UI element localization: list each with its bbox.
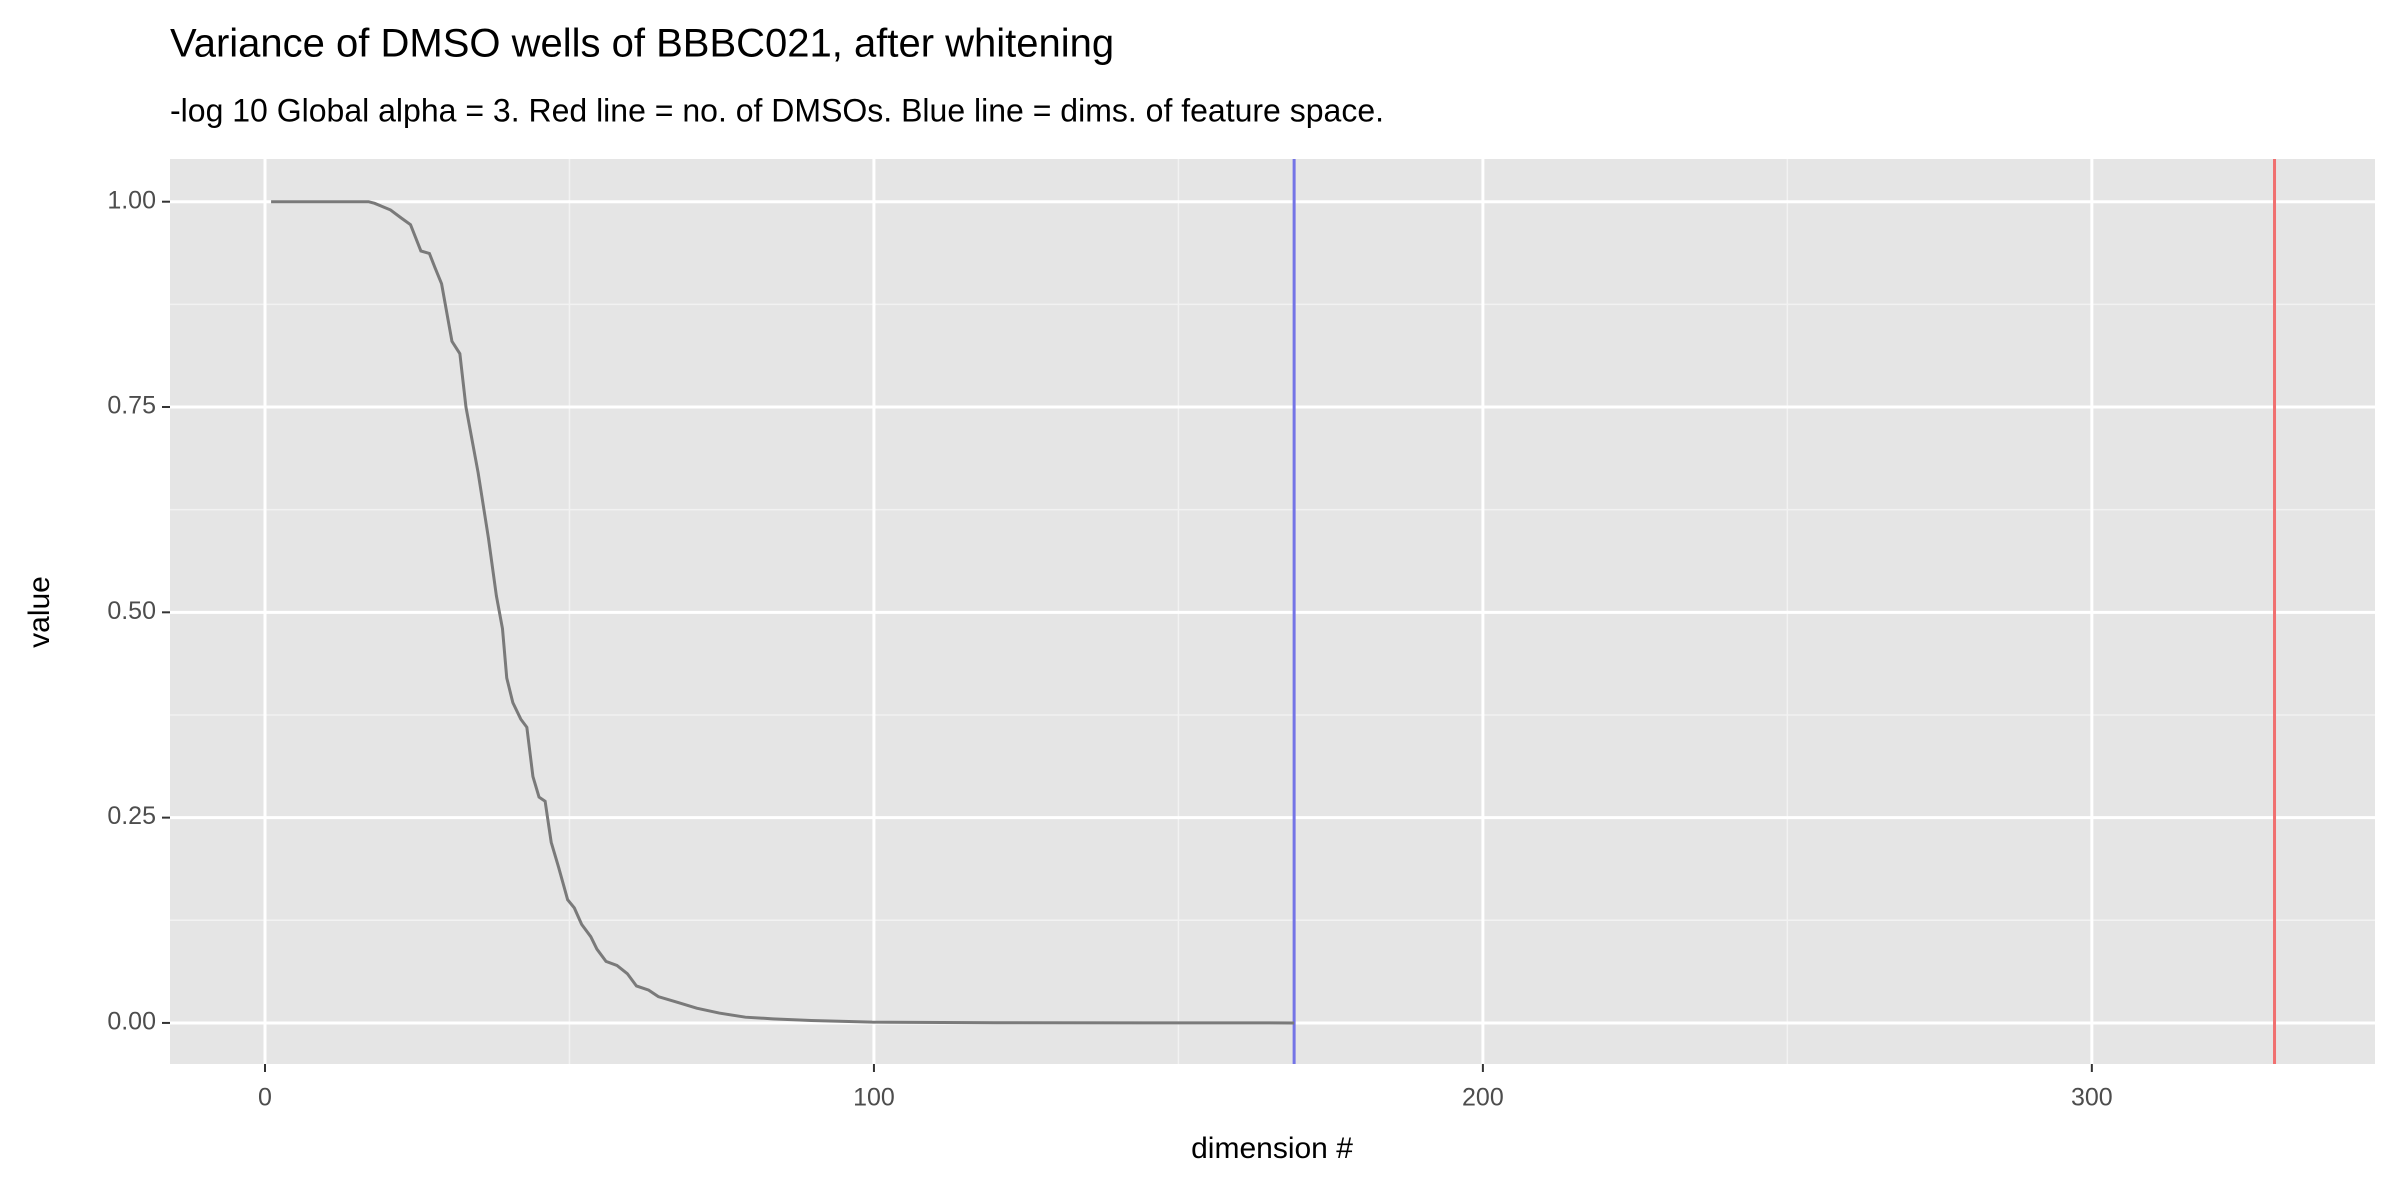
x-tick-label: 200 — [1462, 1084, 1504, 1112]
chart-title: Variance of DMSO wells of BBBC021, after… — [170, 22, 1114, 66]
x-tick-label: 100 — [853, 1084, 895, 1112]
x-tick-label: 300 — [2071, 1084, 2113, 1112]
y-tick-label: 0.50 — [107, 597, 156, 625]
x-axis-title: dimension # — [1191, 1132, 1353, 1165]
y-tick-label: 0.75 — [107, 392, 156, 420]
chart-subtitle: -log 10 Global alpha = 3. Red line = no.… — [170, 92, 1384, 128]
y-tick-label: 1.00 — [107, 186, 156, 214]
y-axis-title: value — [23, 576, 56, 648]
y-tick-label: 0.00 — [107, 1008, 156, 1036]
x-tick-label: 0 — [258, 1084, 272, 1112]
y-tick-label: 0.25 — [107, 802, 156, 830]
data-line — [271, 200, 1295, 1025]
